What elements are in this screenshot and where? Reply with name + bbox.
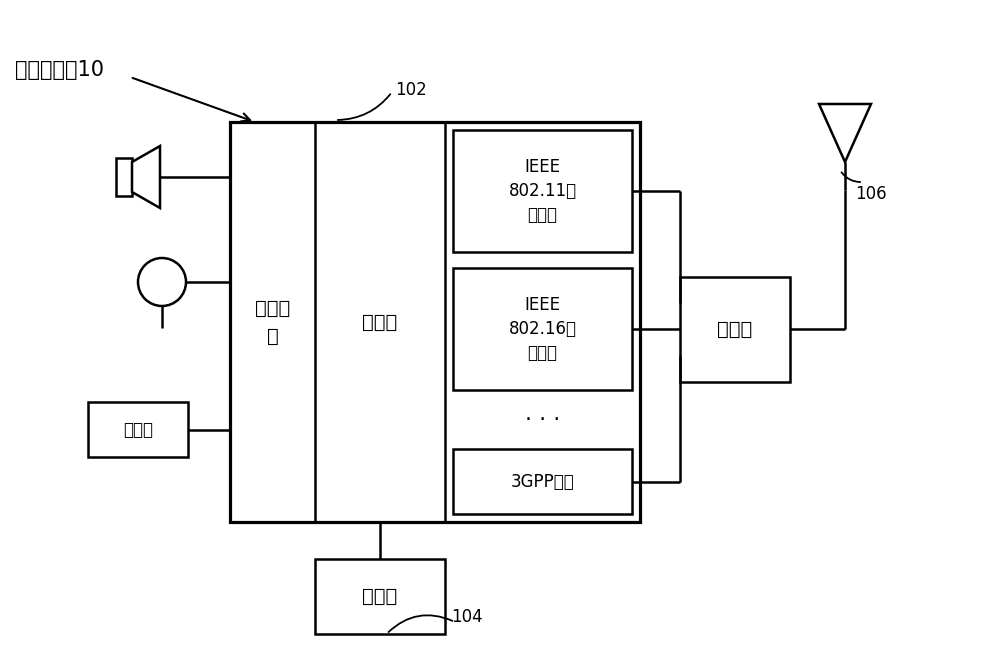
Text: 102: 102 <box>395 81 427 99</box>
Text: 3GPP接口: 3GPP接口 <box>511 473 574 490</box>
Text: 104: 104 <box>451 608 483 626</box>
Bar <box>680 276 790 381</box>
Bar <box>453 130 632 252</box>
Text: 处理器: 处理器 <box>362 312 398 331</box>
Text: 存储器: 存储器 <box>362 587 398 606</box>
Text: 显示器: 显示器 <box>123 421 153 439</box>
Text: IEEE
802.16网
络接口: IEEE 802.16网 络接口 <box>509 297 576 362</box>
Polygon shape <box>819 104 871 162</box>
Bar <box>116 158 132 196</box>
Bar <box>453 268 632 390</box>
Bar <box>315 559 445 634</box>
Text: 耦合器: 耦合器 <box>717 319 753 338</box>
Text: 计算机终端10: 计算机终端10 <box>15 60 104 80</box>
Bar <box>453 449 632 514</box>
Polygon shape <box>132 146 160 208</box>
Text: · · ·: · · · <box>525 409 560 430</box>
Bar <box>88 402 188 457</box>
Bar <box>230 122 640 522</box>
Text: 106: 106 <box>855 185 887 203</box>
Text: IEEE
802.11网
络接口: IEEE 802.11网 络接口 <box>508 158 577 224</box>
Text: 用户接
口: 用户接 口 <box>255 299 290 346</box>
